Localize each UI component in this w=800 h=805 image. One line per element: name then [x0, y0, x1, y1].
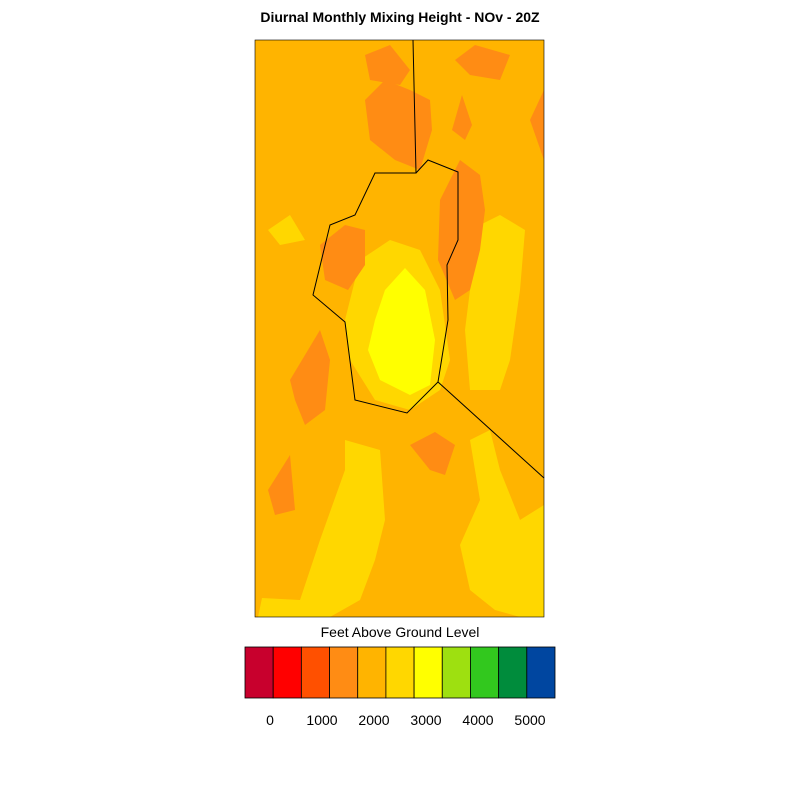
- contour-fill: [290, 330, 330, 425]
- colorbar-tick-label: 0: [266, 712, 274, 728]
- title: Diurnal Monthly Mixing Height - NOv - 20…: [260, 9, 540, 25]
- colorbar-label: Feet Above Ground Level: [321, 624, 480, 640]
- colorbar-swatch: [357, 646, 387, 699]
- colorbar-swatch: [526, 646, 556, 699]
- colorbar-swatch: [413, 646, 443, 699]
- colorbar-swatch: [470, 646, 500, 699]
- colorbar-swatch: [244, 646, 274, 699]
- colorbar-swatch: [329, 646, 359, 699]
- contour-fill: [460, 430, 544, 617]
- contour-fill: [365, 45, 410, 85]
- contour-fill: [320, 225, 365, 290]
- colorbar-swatch: [300, 646, 330, 699]
- colorbar: 0 1000 2000 3000 4000 5000: [244, 646, 556, 728]
- contour-fill: [455, 45, 510, 80]
- colorbar-swatch: [272, 646, 302, 699]
- contour-field: [254, 39, 545, 618]
- contour-fill: [368, 268, 435, 395]
- colorbar-tick-label: 2000: [358, 712, 389, 728]
- colorbar-tick-label: 4000: [462, 712, 493, 728]
- contour-fill: [268, 455, 295, 515]
- map-border: [254, 39, 545, 618]
- colorbar-tick-label: 1000: [306, 712, 337, 728]
- contour-fill: [410, 432, 455, 475]
- contour-fill: [268, 215, 305, 245]
- colorbar-swatch: [498, 646, 528, 699]
- colorbar-tick-label: 5000: [514, 712, 545, 728]
- contour-fill: [438, 160, 485, 300]
- boundary-line: [437, 381, 545, 479]
- contour-fill: [530, 90, 544, 160]
- contour-fill: [258, 440, 385, 617]
- colorbar-tick-label: 3000: [410, 712, 441, 728]
- colorbar-swatch: [441, 646, 471, 699]
- boundary-line: [312, 39, 459, 414]
- contour-fill: [452, 95, 472, 140]
- contour-fill: [465, 215, 525, 390]
- colorbar-swatch: [385, 646, 415, 699]
